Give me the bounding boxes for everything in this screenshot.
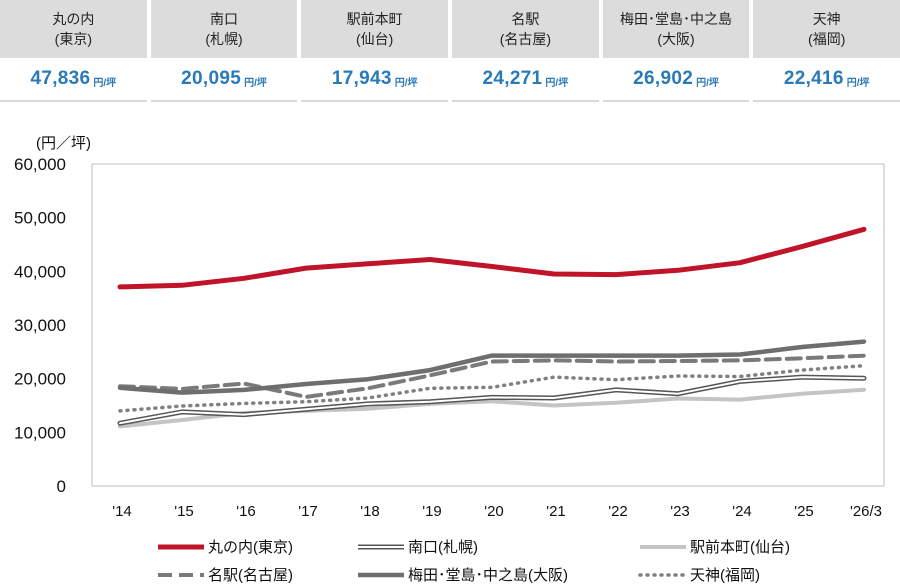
y-tick-label: 60,000: [14, 155, 66, 174]
legend-item-sapporo: 南口(札幌): [358, 539, 478, 556]
card-value-row: 26,902 円/坪: [602, 58, 750, 102]
card-unit: 円/坪: [244, 77, 267, 89]
card-city: (福岡): [808, 31, 846, 47]
card-value: 24,271: [482, 68, 543, 89]
card-osaka: 梅田･堂島･中之島 (大阪) 26,902 円/坪: [602, 0, 750, 104]
card-area: 南口: [210, 11, 238, 27]
card-sendai: 駅前本町 (仙台) 17,943 円/坪: [301, 0, 449, 104]
y-tick-label: 40,000: [14, 262, 66, 281]
series-line-osaka: [117, 339, 867, 395]
legend-label: 南口(札幌): [408, 539, 478, 556]
rent-line-chart: (円／坪) 0 10,000 20,000 30,000 40,000 50,000 60,…: [14, 135, 885, 584]
legend-item-osaka: 梅田･堂島･中之島(大阪): [358, 567, 568, 584]
x-tick-label: '16: [236, 503, 256, 520]
card-area: 天神: [812, 11, 841, 27]
card-value: 22,416: [783, 68, 844, 89]
card-value: 47,836: [30, 68, 91, 89]
legend-label: 梅田･堂島･中之島(大阪): [408, 567, 568, 584]
card-value-row: 24,271 円/坪: [452, 58, 599, 102]
x-tick-label: '22: [608, 503, 628, 520]
card-value-row: 20,095 円/坪: [150, 58, 298, 102]
card-fukuoka: 天神 (福岡) 22,416 円/坪: [753, 0, 900, 104]
card-sapporo: 南口 (札幌) 20,095 円/坪: [150, 0, 298, 104]
x-tick-label: '20: [484, 503, 504, 520]
legend-item-fukuoka: 天神(福岡): [638, 567, 760, 584]
series-path-fukuoka: [118, 363, 866, 413]
series-path-marunouchi: [117, 226, 867, 290]
y-tick-label: 10,000: [14, 423, 66, 442]
plot-area: [91, 163, 885, 487]
x-tick-label: '23: [670, 503, 690, 520]
card-unit: 円/坪: [545, 77, 569, 89]
card-city: (名古屋): [499, 31, 552, 47]
series-path-nagoya: [118, 353, 866, 399]
series-line-fukuoka: [118, 363, 866, 413]
x-tick-label: '17: [298, 503, 318, 520]
card-city: (大阪): [657, 31, 695, 47]
card-city: (東京): [54, 31, 92, 47]
legend-item-marunouchi: 丸の内(東京): [158, 539, 293, 556]
card-marunouchi: 丸の内 (東京) 47,836 円/坪: [0, 0, 147, 104]
legend-label: 駅前本町(仙台): [690, 539, 790, 556]
x-tick-label: '24: [732, 503, 752, 520]
card-header: 丸の内 (東京): [0, 0, 147, 58]
card-nagoya: 名駅 (名古屋) 24,271 円/坪: [452, 0, 599, 104]
x-tick-label: '14: [112, 503, 132, 520]
legend-label: 天神(福岡): [690, 567, 760, 584]
card-unit: 円/坪: [696, 77, 719, 89]
series-line-nagoya: [118, 353, 866, 399]
legend-item-sendai: 駅前本町(仙台): [640, 539, 790, 556]
x-tick-label: '19: [422, 503, 442, 520]
y-tick-label: 30,000: [14, 316, 66, 335]
x-tick-label: '25: [794, 503, 814, 520]
y-tick-label: 0: [57, 477, 66, 496]
y-tick-label: 50,000: [14, 209, 66, 228]
card-value: 17,943: [331, 68, 392, 89]
card-city: (札幌): [205, 31, 243, 47]
x-tick-label: '18: [360, 503, 380, 520]
card-city: (仙台): [356, 31, 394, 47]
card-area: 名駅: [511, 11, 540, 27]
card-unit: 円/坪: [394, 77, 418, 89]
card-area: 梅田･堂島･中之島: [620, 11, 733, 27]
card-value: 26,902: [633, 68, 694, 89]
card-area: 丸の内: [52, 11, 95, 27]
card-value: 20,095: [181, 68, 242, 89]
series-line-sapporo: [117, 374, 867, 426]
card-unit: 円/坪: [93, 77, 117, 89]
card-value-row: 22,416 円/坪: [753, 58, 900, 102]
card-area: 駅前本町: [346, 11, 403, 27]
y-axis-label: (円／坪): [36, 135, 91, 152]
x-axis: '14 '15 '16 '17 '18 '19 '20 '21 '22 '23 '24 '25 '26/…: [112, 503, 882, 520]
legend-label: 丸の内(東京): [208, 539, 293, 556]
x-tick-label: '21: [546, 503, 566, 520]
card-value-row: 47,836 円/坪: [0, 58, 147, 102]
series-path-sapporo: [119, 376, 865, 425]
card-unit: 円/坪: [846, 77, 870, 89]
series-line-marunouchi: [117, 226, 867, 290]
card-header: 天神 (福岡): [753, 0, 900, 58]
x-tick-label: '26/3: [850, 503, 882, 520]
x-tick-label: '15: [174, 503, 194, 520]
legend-label: 名駅(名古屋): [208, 567, 293, 584]
y-tick-label: 20,000: [14, 370, 66, 389]
card-header: 南口 (札幌): [150, 0, 298, 58]
card-header: 名駅 (名古屋): [452, 0, 599, 58]
series-lines: [117, 226, 867, 429]
series-path-osaka: [117, 339, 867, 395]
legend: 丸の内(東京) 南口(札幌) 駅前本町(仙台) 名駅(名古屋) 梅田･堂島･中之島(大阪…: [158, 539, 790, 584]
legend-item-nagoya: 名駅(名古屋): [158, 567, 293, 584]
y-axis: 0 10,000 20,000 30,000 40,000 50,000 60,000: [14, 155, 66, 496]
card-value-row: 17,943 円/坪: [301, 58, 449, 102]
card-header: 駅前本町 (仙台): [301, 0, 449, 58]
card-header: 梅田･堂島･中之島 (大阪): [602, 0, 750, 58]
